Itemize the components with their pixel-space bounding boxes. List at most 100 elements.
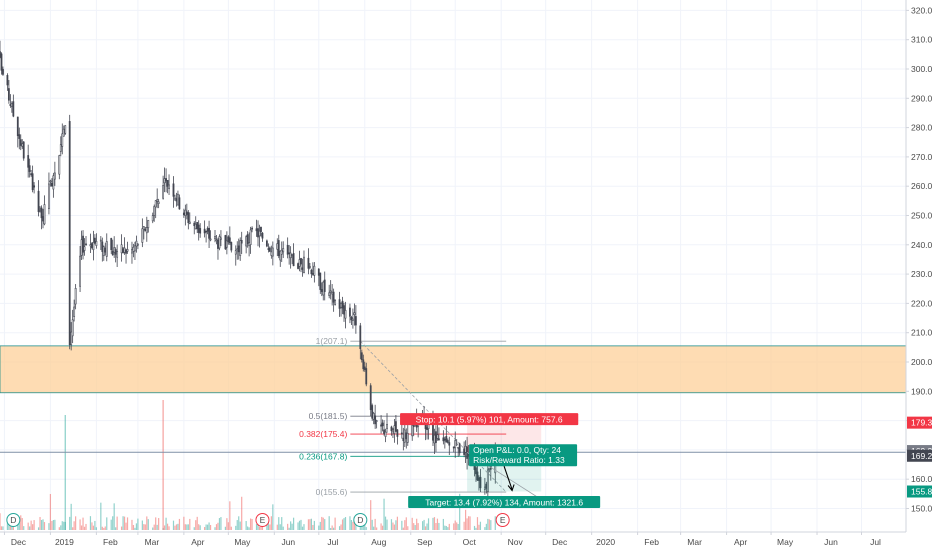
volume-bar bbox=[229, 501, 231, 530]
volume-bar bbox=[52, 520, 54, 530]
candle-body bbox=[297, 263, 299, 269]
candle-body bbox=[354, 316, 357, 326]
candle-body bbox=[83, 246, 86, 251]
time-tick-label: Jun bbox=[281, 537, 295, 547]
candle-body bbox=[384, 431, 387, 437]
candle-body bbox=[174, 197, 176, 201]
candle-body bbox=[50, 182, 53, 187]
candle-body bbox=[37, 190, 40, 212]
candle-body bbox=[248, 242, 251, 247]
candle-body bbox=[168, 184, 170, 189]
volume-bar bbox=[344, 517, 347, 530]
volume-bar bbox=[301, 526, 304, 530]
volume-bar bbox=[423, 519, 425, 530]
candle-body bbox=[7, 88, 10, 101]
volume-bar bbox=[218, 518, 221, 530]
grid bbox=[0, 0, 906, 532]
candle-body bbox=[412, 424, 415, 428]
volume-bar bbox=[310, 518, 312, 530]
price-tick-label: 300.0 bbox=[911, 64, 932, 74]
volume-bar bbox=[453, 523, 455, 530]
candle-body bbox=[289, 252, 292, 259]
volume-bar bbox=[193, 527, 195, 530]
price-tag bbox=[907, 449, 932, 462]
candle-body bbox=[246, 234, 249, 245]
price-tick-label: 290.0 bbox=[911, 93, 932, 103]
volume-bar bbox=[292, 517, 295, 530]
event-marker-label: D bbox=[10, 515, 16, 525]
time-tick-label: 2019 bbox=[55, 537, 74, 547]
candle-body bbox=[182, 212, 185, 216]
candle-body bbox=[43, 204, 46, 225]
volume-bar bbox=[0, 526, 3, 530]
candle-body bbox=[208, 227, 210, 239]
price-axis[interactable]: 320.0 310.0 300.0 290.0 280.0 270.0 260.0 250.0… bbox=[905, 0, 932, 532]
candle-body bbox=[338, 299, 341, 309]
volume-bar bbox=[75, 516, 77, 530]
volume-bar bbox=[445, 526, 447, 530]
candle-body bbox=[30, 173, 33, 176]
price-tick-label: 230.0 bbox=[911, 269, 932, 279]
volume-bar bbox=[239, 521, 241, 530]
volume-bar bbox=[85, 523, 87, 530]
candle-body bbox=[329, 290, 332, 293]
volume-bar bbox=[89, 516, 92, 530]
candle-body bbox=[141, 228, 144, 243]
volume-bar bbox=[270, 516, 272, 530]
volume-bar bbox=[473, 525, 476, 530]
candle-body bbox=[89, 244, 92, 247]
candle-body bbox=[59, 144, 62, 152]
time-axis-bg bbox=[0, 532, 932, 550]
volume-bar bbox=[196, 516, 198, 530]
candle-body bbox=[402, 437, 405, 442]
volume-bar bbox=[435, 523, 437, 530]
volume-bar bbox=[355, 523, 357, 530]
volume-bar bbox=[276, 524, 278, 530]
candle-body bbox=[270, 251, 273, 256]
fib-level-label: 0(155.6) bbox=[316, 487, 348, 497]
candle-body bbox=[463, 448, 466, 455]
candle-body bbox=[323, 279, 326, 292]
volume-bar bbox=[177, 523, 179, 530]
candle-body bbox=[126, 249, 129, 252]
candle-body bbox=[288, 252, 291, 255]
candle-body bbox=[360, 352, 363, 361]
volume-bar bbox=[40, 519, 43, 530]
candle-body bbox=[116, 251, 119, 258]
volume-bar bbox=[195, 520, 197, 530]
candle-body bbox=[448, 442, 451, 446]
candle-body bbox=[455, 443, 458, 446]
volume-bar bbox=[120, 526, 123, 530]
volume-bar bbox=[20, 515, 22, 530]
volume-bar bbox=[110, 519, 112, 530]
candle-body bbox=[70, 331, 73, 346]
volume-bar bbox=[309, 519, 311, 530]
volume-bar bbox=[92, 525, 95, 530]
volume-bar bbox=[488, 519, 490, 530]
candle-body bbox=[372, 413, 375, 420]
volume-bar bbox=[165, 517, 167, 530]
volume-bar bbox=[104, 526, 106, 530]
candle-body bbox=[27, 155, 30, 168]
volume-bar bbox=[248, 527, 250, 530]
candle-body bbox=[48, 183, 50, 209]
volume-bar bbox=[227, 522, 229, 530]
time-axis[interactable]: Dec 2019 Feb Mar Apr May Jun Jul Aug Sep Oct Nov Dec… bbox=[0, 531, 932, 550]
candle-body bbox=[33, 185, 36, 188]
candle-body bbox=[2, 68, 4, 75]
volume-bar bbox=[457, 523, 459, 530]
candle-body bbox=[145, 227, 148, 234]
candle-body bbox=[71, 319, 74, 337]
volume-bar bbox=[442, 518, 444, 530]
volume-bar bbox=[343, 518, 345, 530]
short-position-tool[interactable]: Stop: 10.1 (5.97%) 101, Amount: 757.6 Ope… bbox=[400, 413, 601, 509]
candle-body bbox=[166, 180, 169, 187]
volume-bar bbox=[456, 522, 458, 530]
price-tick-label: 260.0 bbox=[911, 181, 932, 191]
volume-bar bbox=[467, 516, 470, 530]
volume-bar bbox=[214, 527, 216, 530]
volume-bar bbox=[217, 522, 219, 530]
volume-bar bbox=[137, 518, 139, 530]
volume-bar bbox=[260, 526, 262, 530]
